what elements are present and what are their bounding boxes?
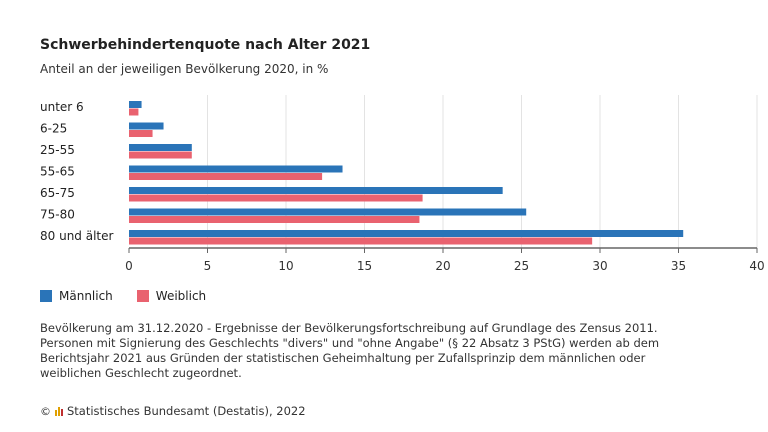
bar-weiblich	[129, 173, 323, 180]
bar-weiblich	[129, 216, 420, 223]
category-label: 80 und älter	[40, 229, 114, 243]
bar-maennlich	[129, 165, 343, 173]
category-label: 6-25	[40, 122, 67, 136]
legend-item-maennlich[interactable]: Männlich	[40, 289, 113, 303]
legend-swatch-maennlich	[40, 290, 52, 302]
bar-maennlich	[129, 208, 527, 216]
x-tick-label: 35	[671, 259, 686, 273]
legend-item-weiblich[interactable]: Weiblich	[136, 289, 207, 303]
x-tick-label: 15	[357, 259, 372, 273]
bar-weiblich	[129, 151, 192, 159]
bar-maennlich	[129, 187, 503, 194]
chart-subtitle: Anteil an der jeweiligen Bevölkerung 202…	[40, 62, 329, 76]
bar-maennlich	[129, 101, 142, 108]
source-text: Statistisches Bundesamt (Destatis), 2022	[67, 404, 306, 418]
legend-label: Weiblich	[155, 289, 207, 303]
destatis-logo-icon	[55, 407, 63, 416]
x-tick-label: 25	[514, 259, 529, 273]
bar-weiblich	[129, 130, 153, 137]
bar-weiblich	[129, 237, 593, 245]
bar-weiblich	[129, 194, 423, 202]
x-tick-label: 40	[749, 259, 764, 273]
category-label: 75-80	[40, 208, 75, 222]
category-label: 25-55	[40, 143, 75, 157]
x-tick-label: 20	[435, 259, 450, 273]
copyright-icon: ©	[40, 404, 51, 418]
category-label: 55-65	[40, 165, 75, 179]
source: © Statistisches Bundesamt (Destatis), 20…	[40, 404, 306, 418]
x-tick-label: 5	[204, 259, 212, 273]
legend-label: Männlich	[59, 289, 113, 303]
footnote: Bevölkerung am 31.12.2020 - Ergebnisse d…	[40, 321, 660, 380]
category-label: 65-75	[40, 186, 75, 200]
bar-chart: 0 5 10 15 20 25 30 35 40 unter 6 6-25 25-55 55-65 65-…	[40, 95, 765, 273]
bar-maennlich	[129, 144, 192, 151]
bar-maennlich	[129, 230, 684, 237]
bar-weiblich	[129, 108, 139, 116]
category-label: unter 6	[40, 100, 84, 114]
legend-swatch-weiblich	[136, 290, 149, 302]
x-tick-label: 10	[278, 259, 293, 273]
x-tick-label: 30	[592, 259, 607, 273]
chart-title: Schwerbehindertenquote nach Alter 2021	[40, 37, 371, 53]
x-tick-label: 0	[125, 259, 133, 273]
legend: Männlich Weiblich	[40, 289, 206, 303]
bar-maennlich	[129, 122, 164, 130]
